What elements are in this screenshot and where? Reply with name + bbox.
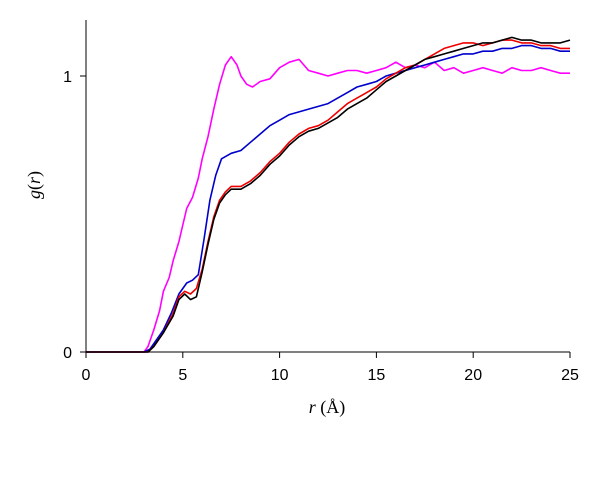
series-line-1 [86, 55, 570, 353]
x-axis-label: r (Å) [309, 397, 346, 418]
y-axis-label: g(r) [24, 171, 45, 199]
series-line-4 [86, 36, 571, 353]
series-line-2 [86, 44, 570, 353]
x-axis-label-var: r [309, 397, 317, 417]
x-tick-label: 0 [82, 367, 91, 384]
y-tick-label: 0 [63, 345, 72, 362]
x-tick-label: 25 [561, 367, 579, 384]
y-tick-label: 1 [63, 69, 72, 86]
x-axis-label-unit: (Å) [316, 397, 346, 418]
x-tick-label: 15 [368, 367, 386, 384]
x-tick-label: 20 [464, 367, 482, 384]
y-axis-label-var: r [24, 176, 44, 184]
series-group [86, 36, 571, 353]
x-tick-label: 5 [178, 367, 187, 384]
y-axis-label-open: ( [24, 184, 45, 190]
y-axis-label-close: ) [24, 171, 45, 177]
x-tick-label: 10 [271, 367, 289, 384]
y-ticks: 01 [63, 69, 86, 362]
y-axis-label-g: g [24, 190, 44, 199]
series-line-3 [86, 39, 570, 353]
x-ticks: 0 5 10 15 20 25 [82, 352, 579, 384]
